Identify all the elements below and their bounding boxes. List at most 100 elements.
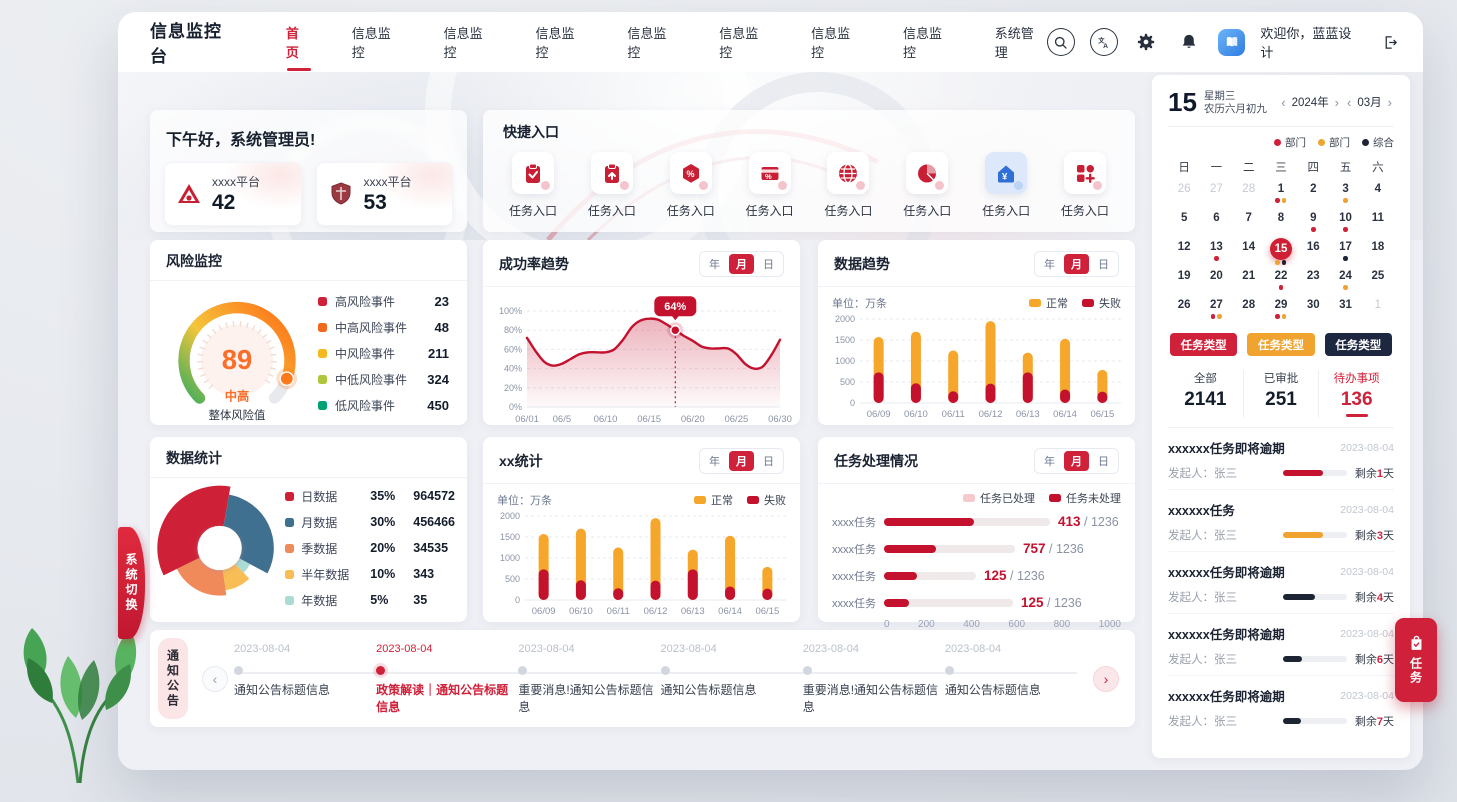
calendar-day-31[interactable]: 31: [1329, 294, 1361, 323]
calendar-day-12[interactable]: 12: [1168, 236, 1200, 265]
calendar-day-1[interactable]: 1: [1362, 294, 1394, 323]
nav-item-2[interactable]: 信息监控: [443, 26, 483, 60]
calendar-day-6[interactable]: 6: [1200, 207, 1232, 236]
toggle-月[interactable]: 月: [729, 451, 754, 471]
calendar-day-30[interactable]: 30: [1297, 294, 1329, 323]
nav-item-5[interactable]: 信息监控: [719, 26, 759, 60]
nav-item-7[interactable]: 信息监控: [902, 26, 942, 60]
calendar-day-22[interactable]: 22: [1265, 265, 1297, 294]
calendar-day-8[interactable]: 8: [1265, 207, 1297, 236]
toggle-日[interactable]: 日: [1098, 456, 1109, 468]
calendar-day-15[interactable]: 15: [1265, 236, 1297, 265]
calendar-day-9[interactable]: 9: [1297, 207, 1329, 236]
quick-entry-item-3[interactable]: % 任务入口: [746, 152, 794, 219]
quick-entry-item-7[interactable]: 任务入口: [1061, 152, 1109, 219]
system-switch-tab[interactable]: 系统切换: [118, 527, 145, 639]
calendar-day-11[interactable]: 11: [1362, 207, 1394, 236]
calendar-day-24[interactable]: 24: [1329, 265, 1361, 294]
platform-card-0[interactable]: xxxx平台 42: [164, 162, 302, 226]
calendar-day-13[interactable]: 13: [1200, 236, 1232, 265]
quick-entry-item-5[interactable]: 任务入口: [903, 152, 951, 219]
platform-card-1[interactable]: xxxx平台 53: [315, 162, 453, 226]
calendar-day-2[interactable]: 2: [1297, 178, 1329, 207]
quick-entry-item-4[interactable]: 任务入口: [824, 152, 872, 219]
toggle-年[interactable]: 年: [1044, 456, 1055, 468]
todo-item-3[interactable]: xxxxxx任务即将逾期 2023-08-04 发起人：张三 剩余6天: [1168, 613, 1394, 675]
user-avatar[interactable]: [1218, 28, 1246, 56]
task-type-button-1[interactable]: 任务类型: [1247, 333, 1315, 356]
timeline-next-button[interactable]: ›: [1093, 665, 1119, 692]
toggle-年[interactable]: 年: [709, 456, 720, 468]
toggle-月[interactable]: 月: [1064, 254, 1089, 274]
toggle-年[interactable]: 年: [709, 259, 720, 271]
calendar-day-26[interactable]: 26: [1168, 294, 1200, 323]
todo-item-4[interactable]: xxxxxx任务即将逾期 2023-08-04 发起人：张三 剩余7天: [1168, 675, 1394, 737]
logout-button[interactable]: [1379, 28, 1401, 56]
month-next-button[interactable]: ›: [1387, 94, 1392, 110]
todo-item-1[interactable]: xxxxxx任务 2023-08-04 发起人：张三 剩余3天: [1168, 489, 1394, 551]
calendar-day-7[interactable]: 7: [1233, 207, 1265, 236]
calendar-day-3[interactable]: 3: [1329, 178, 1361, 207]
stat-tab-2[interactable]: 待办事项 136: [1318, 370, 1394, 417]
calendar-day-5[interactable]: 5: [1168, 207, 1200, 236]
calendar-day-18[interactable]: 18: [1362, 236, 1394, 265]
nav-item-6[interactable]: 信息监控: [811, 26, 851, 60]
calendar-day-16[interactable]: 16: [1297, 236, 1329, 265]
stat-tab-1[interactable]: 已审批 251: [1242, 370, 1319, 417]
notifications-button[interactable]: [1175, 28, 1203, 56]
search-button[interactable]: [1046, 28, 1075, 56]
timeline-item-1[interactable]: 2023-08-04 政策解读｜通知公告标题信息: [376, 643, 518, 715]
nav-item-home[interactable]: 首页: [286, 15, 312, 69]
settings-button[interactable]: [1133, 28, 1161, 56]
quick-entry-item-0[interactable]: 任务入口: [509, 152, 557, 219]
todo-item-2[interactable]: xxxxxx任务即将逾期 2023-08-04 发起人：张三 剩余4天: [1168, 551, 1394, 613]
calendar-day-20[interactable]: 20: [1200, 265, 1232, 294]
task-float-button[interactable]: 任务: [1395, 618, 1437, 702]
calendar-day-4[interactable]: 4: [1362, 178, 1394, 207]
timeline-prev-button[interactable]: ‹: [202, 665, 228, 692]
timeline-item-5[interactable]: 2023-08-04 通知公告标题信息: [944, 643, 1087, 715]
calendar-day-10[interactable]: 10: [1329, 207, 1361, 236]
toggle-日[interactable]: 日: [763, 456, 774, 468]
year-prev-button[interactable]: ‹: [1281, 94, 1286, 110]
calendar-day-29[interactable]: 29: [1265, 294, 1297, 323]
nav-item-8[interactable]: 系统管理: [994, 26, 1034, 60]
calendar-day-25[interactable]: 25: [1362, 265, 1394, 294]
task-type-button-0[interactable]: 任务类型: [1170, 333, 1238, 356]
calendar-day-28[interactable]: 28: [1233, 178, 1265, 207]
nav-item-3[interactable]: 信息监控: [535, 26, 575, 60]
todo-item-0[interactable]: xxxxxx任务即将逾期 2023-08-04 发起人：张三 剩余1天: [1168, 428, 1394, 489]
calendar-day-1[interactable]: 1: [1265, 178, 1297, 207]
month-prev-button[interactable]: ‹: [1347, 94, 1352, 110]
calendar-day-26[interactable]: 26: [1168, 178, 1200, 207]
nav-item-4[interactable]: 信息监控: [627, 26, 667, 60]
calendar-day-28[interactable]: 28: [1233, 294, 1265, 323]
toggle-日[interactable]: 日: [763, 259, 774, 271]
toggle-年[interactable]: 年: [1044, 259, 1055, 271]
task-bar-row-3: xxxx任务 125 / 1236: [832, 589, 1121, 616]
timeline-item-2[interactable]: 2023-08-04 重要消息!通知公告标题信息: [518, 643, 660, 715]
quick-entry-item-1[interactable]: 任务入口: [588, 152, 636, 219]
stat-tab-0[interactable]: 全部 2141: [1168, 370, 1243, 417]
calendar-day-27[interactable]: 27: [1200, 294, 1232, 323]
toggle-月[interactable]: 月: [729, 254, 754, 274]
svg-text:中高: 中高: [225, 388, 250, 403]
calendar-day-17[interactable]: 17: [1329, 236, 1361, 265]
calendar-day-27[interactable]: 27: [1200, 178, 1232, 207]
timeline-item-4[interactable]: 2023-08-04 重要消息!通知公告标题信息: [802, 643, 945, 715]
calendar-day-19[interactable]: 19: [1168, 265, 1200, 294]
timeline-item-3[interactable]: 2023-08-04 通知公告标题信息: [660, 643, 803, 715]
year-next-button[interactable]: ›: [1334, 94, 1340, 110]
calendar-day-21[interactable]: 21: [1233, 265, 1265, 294]
quick-entry-item-2[interactable]: % 任务入口: [667, 152, 715, 219]
toggle-月[interactable]: 月: [1064, 451, 1089, 471]
quick-entry-item-6[interactable]: ¥ 任务入口: [982, 152, 1030, 219]
quick-entry-tile: [906, 152, 949, 194]
task-type-button-2[interactable]: 任务类型: [1324, 333, 1392, 356]
toggle-日[interactable]: 日: [1098, 259, 1109, 271]
calendar-day-23[interactable]: 23: [1297, 265, 1329, 294]
nav-item-1[interactable]: 信息监控: [351, 26, 391, 60]
calendar-day-14[interactable]: 14: [1233, 236, 1265, 265]
timeline-item-0[interactable]: 2023-08-04 通知公告标题信息: [234, 643, 376, 715]
